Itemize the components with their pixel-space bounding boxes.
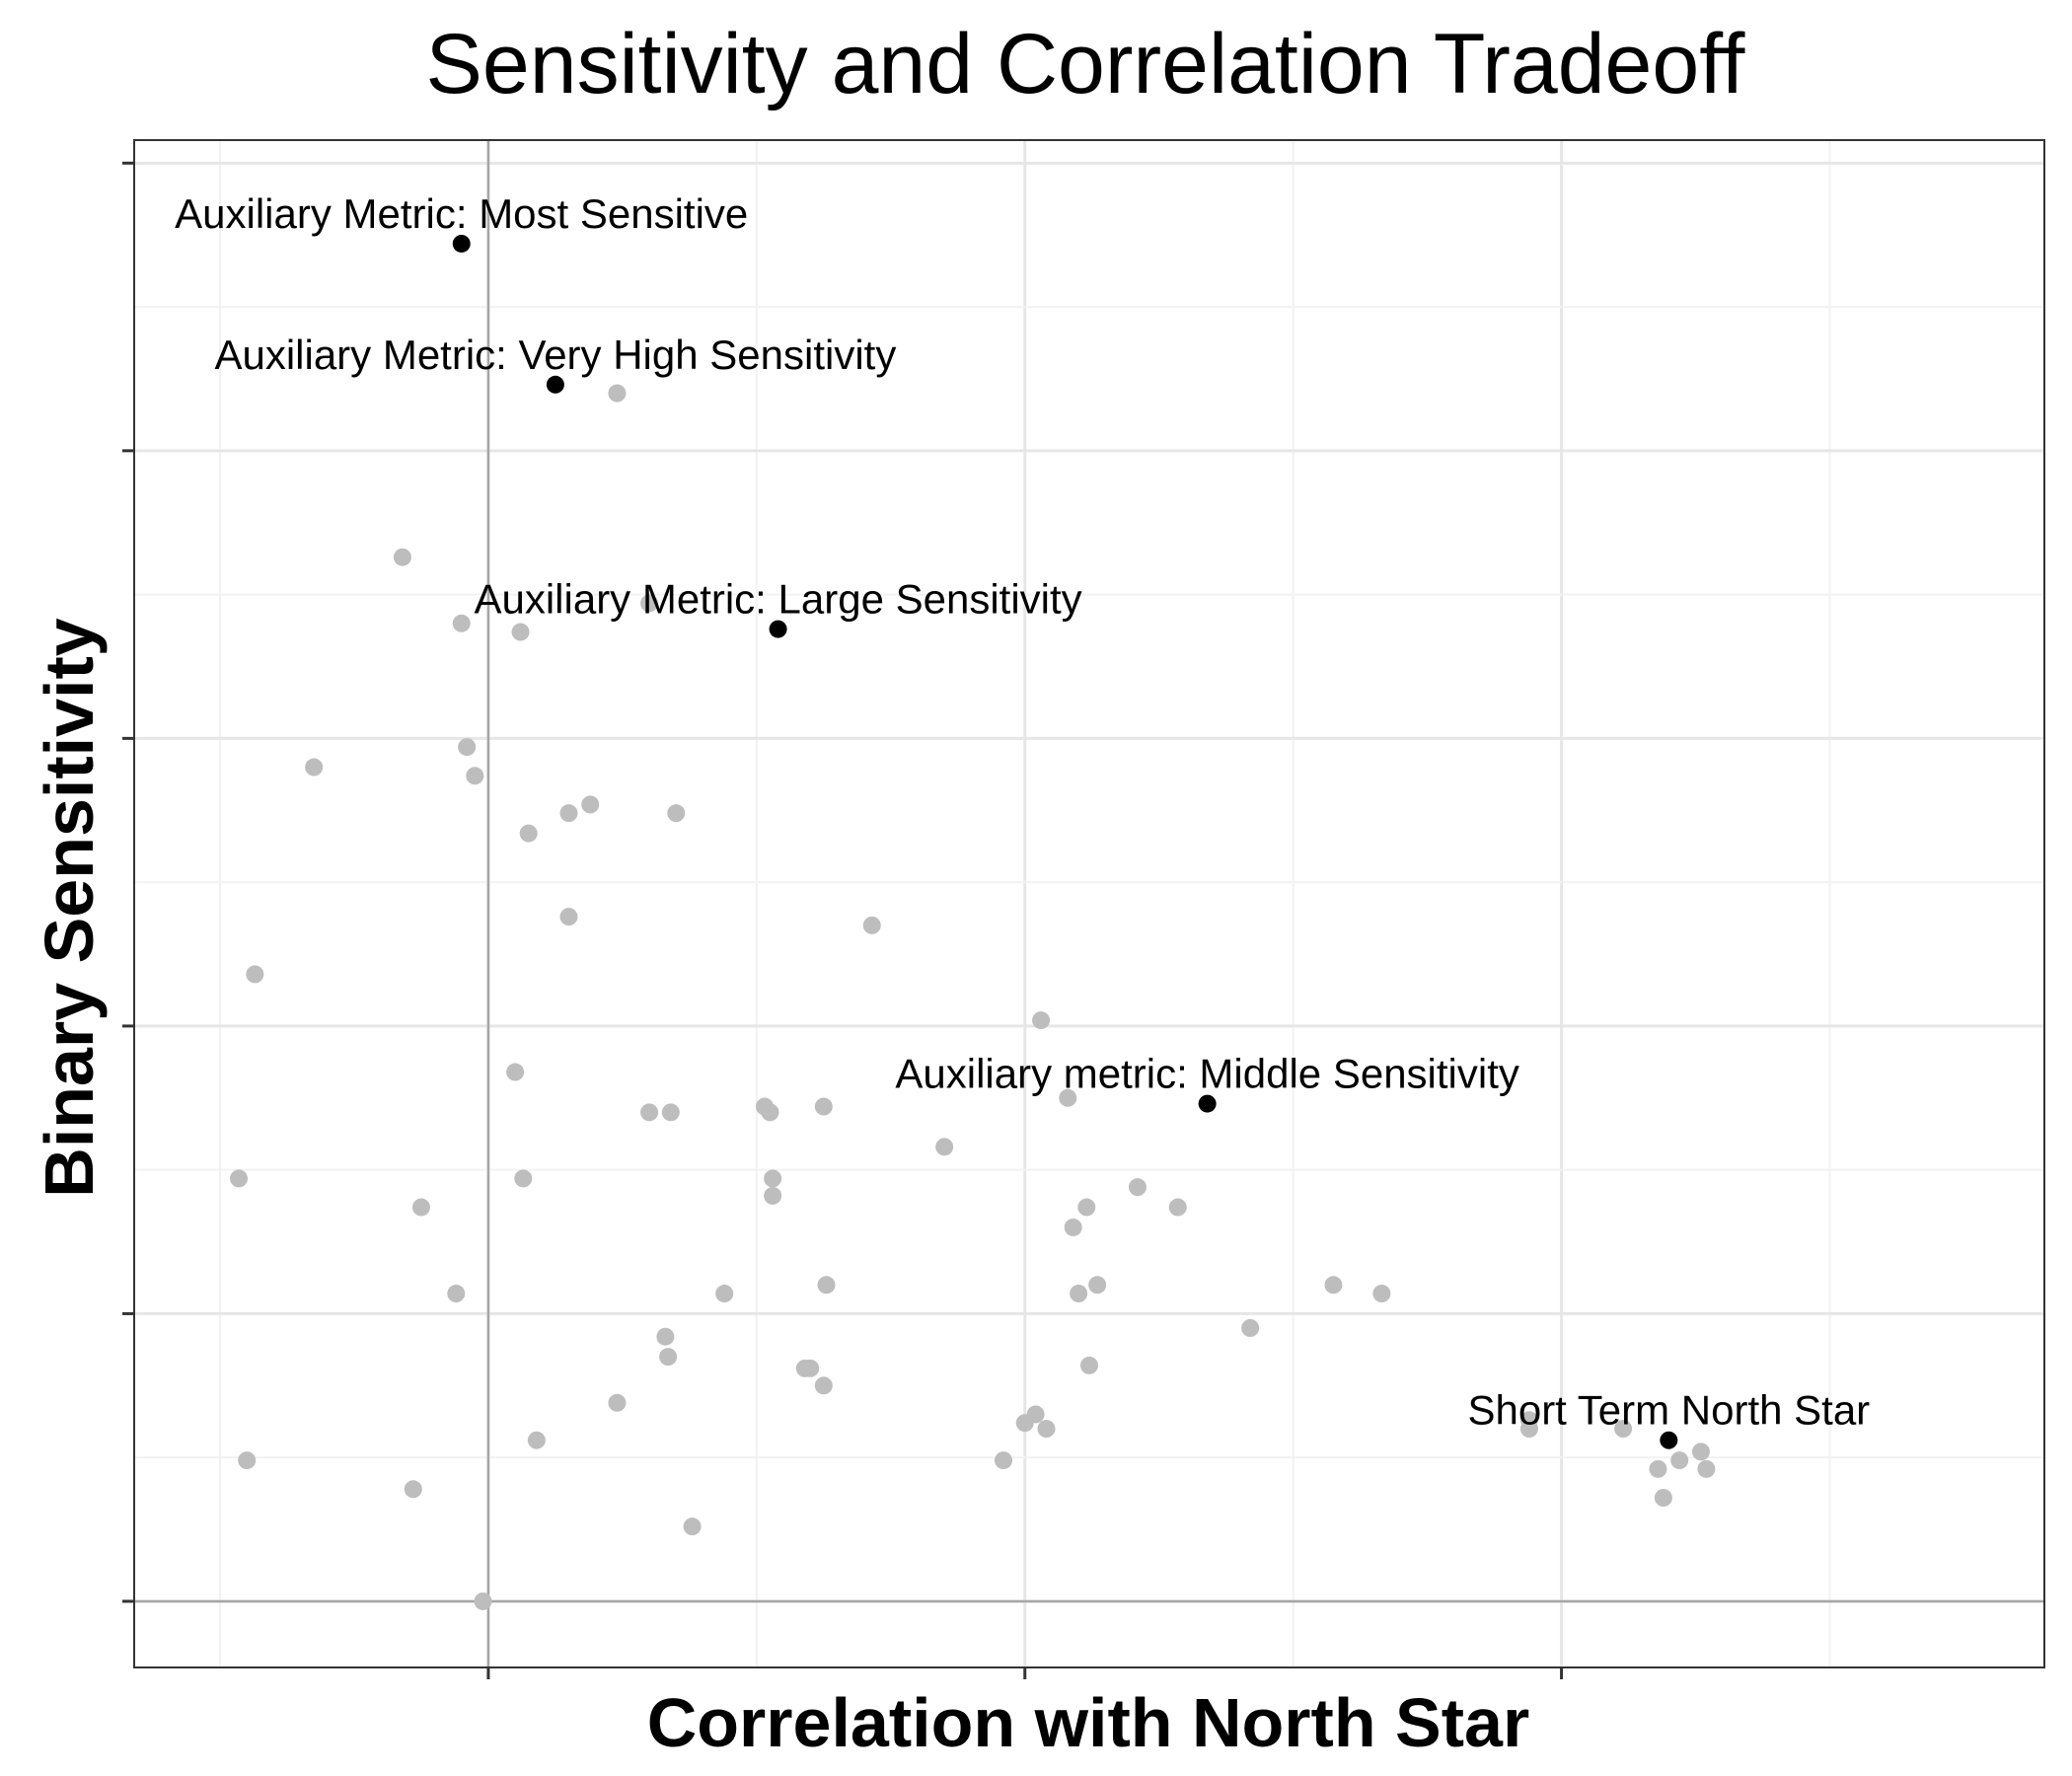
data-point (814, 1376, 833, 1395)
grid (134, 140, 2044, 1667)
data-point (1088, 1276, 1107, 1295)
data-point (661, 1103, 680, 1122)
data-point (466, 767, 484, 785)
axis-ticks (122, 161, 1564, 1679)
data-point (411, 1198, 430, 1217)
data-point (474, 1591, 492, 1610)
data-point (559, 908, 578, 926)
data-point (994, 1451, 1012, 1470)
data-point (935, 1138, 954, 1156)
point-labels: Auxiliary Metric: Most Sensitive Auxiliar… (175, 190, 1870, 1434)
background-points (230, 384, 1716, 1610)
data-point (1372, 1285, 1391, 1303)
data-point (1037, 1420, 1056, 1439)
data-point (656, 1327, 675, 1346)
data-point (1614, 1420, 1633, 1439)
data-point (1168, 1198, 1187, 1217)
data-point (404, 1480, 422, 1499)
data-point (393, 548, 411, 566)
panel-border (133, 139, 2045, 1668)
data-point (1519, 1420, 1538, 1439)
data-point (1324, 1276, 1343, 1295)
data-point (814, 1097, 833, 1116)
data-point (1077, 1198, 1096, 1217)
data-point (1064, 1218, 1082, 1236)
highlight-point (452, 234, 471, 253)
data-point (581, 795, 600, 814)
data-point (559, 804, 578, 823)
reference-lines (134, 140, 2044, 1667)
data-point (715, 1285, 734, 1303)
data-point (659, 1348, 678, 1367)
data-point (683, 1517, 702, 1536)
data-point (1080, 1356, 1098, 1374)
data-point (230, 1169, 249, 1188)
point-label: Short Term North Star (1467, 1387, 1870, 1434)
data-point (458, 738, 477, 757)
data-point (608, 384, 627, 403)
highlight-point (769, 620, 787, 638)
data-point (640, 1103, 659, 1122)
data-point (1032, 1011, 1051, 1030)
y-axis-title: Binary Sensitivity (31, 618, 108, 1198)
data-point (817, 1276, 836, 1295)
data-point (608, 1393, 627, 1412)
data-point (764, 1186, 782, 1205)
data-point (1697, 1459, 1716, 1478)
data-point (238, 1451, 257, 1470)
data-point (764, 1169, 782, 1188)
data-point (640, 594, 659, 613)
data-point (761, 1103, 779, 1122)
highlighted-points (452, 234, 1678, 1449)
data-point (1128, 1178, 1147, 1197)
chart-title: Sensitivity and Correlation Tradeoff (426, 17, 1746, 111)
data-point (1654, 1489, 1672, 1507)
data-point (447, 1285, 466, 1303)
highlight-point (1660, 1431, 1678, 1449)
point-label: Auxiliary metric: Middle Sensitivity (895, 1051, 1519, 1097)
x-axis-title: Correlation with North Star (647, 1684, 1529, 1761)
data-point (527, 1431, 546, 1449)
data-point (1241, 1319, 1260, 1337)
data-point (1070, 1285, 1088, 1303)
data-point (667, 804, 686, 823)
data-point (1691, 1443, 1710, 1461)
point-label: Auxiliary Metric: Most Sensitive (175, 190, 748, 237)
data-point (246, 965, 264, 984)
data-point (1059, 1088, 1077, 1107)
highlight-point (1198, 1094, 1217, 1113)
data-point (1026, 1405, 1045, 1424)
data-point (862, 916, 881, 934)
point-label: Auxiliary Metric: Large Sensitivity (474, 576, 1081, 623)
data-point (1649, 1459, 1667, 1478)
data-point (305, 758, 324, 777)
data-point (519, 824, 538, 843)
data-point (801, 1359, 820, 1377)
data-point (514, 1169, 533, 1188)
data-point (452, 614, 471, 632)
highlight-point (546, 375, 564, 394)
data-point (506, 1063, 525, 1081)
data-point (511, 623, 530, 641)
data-point (1670, 1451, 1689, 1470)
point-label: Auxiliary Metric: Very High Sensitivity (214, 332, 896, 378)
